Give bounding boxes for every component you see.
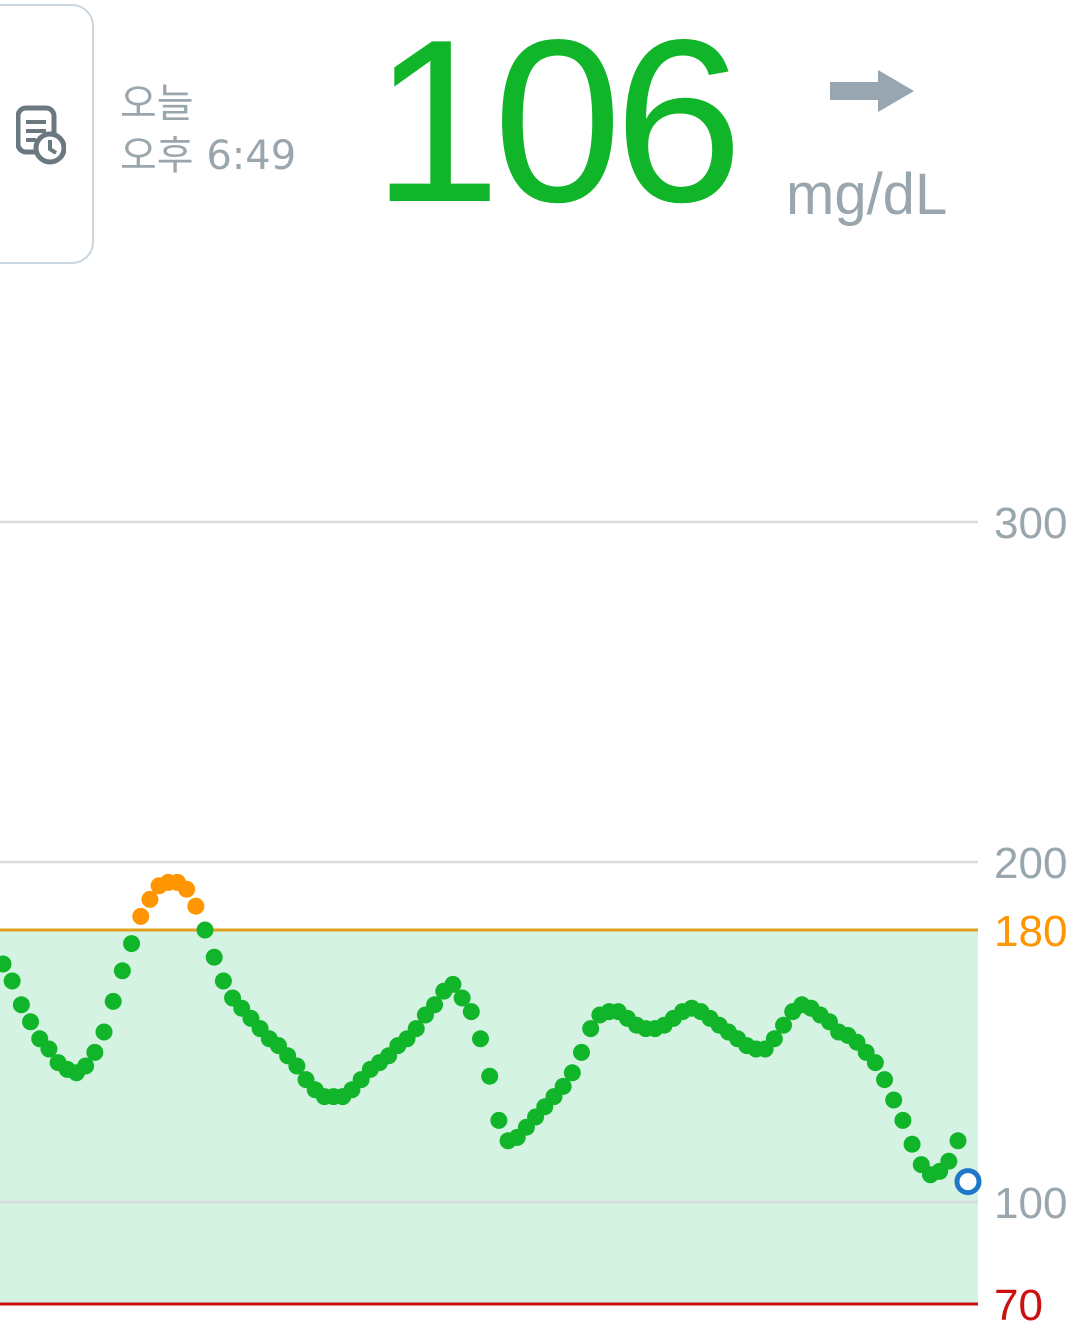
y-tick-label-180: 180: [994, 907, 1067, 956]
glucose-point: [481, 1067, 499, 1085]
glucose-point: [123, 935, 141, 953]
glucose-point: [903, 1135, 921, 1153]
reading-timestamp: 오늘 오후 6:49: [120, 78, 296, 182]
glucose-point: [288, 1057, 306, 1075]
glucose-point: [40, 1040, 58, 1058]
glucose-point: [141, 890, 159, 908]
time-label: 오후 6:49: [120, 133, 297, 179]
glucose-unit: mg/dL: [786, 162, 948, 227]
glucose-point: [95, 1023, 113, 1041]
glucose-point: [765, 1030, 783, 1048]
glucose-point: [214, 972, 232, 990]
glucose-point: [132, 907, 150, 925]
glucose-point: [22, 1013, 40, 1031]
glucose-point: [3, 972, 21, 990]
y-tick-label-300: 300: [994, 499, 1067, 548]
day-label: 오늘: [120, 81, 194, 127]
y-tick-label-70: 70: [994, 1281, 1043, 1330]
glucose-point: [563, 1064, 581, 1082]
glucose-point: [876, 1071, 894, 1089]
glucose-point: [104, 992, 122, 1010]
glucose-point: [949, 1132, 967, 1150]
glucose-point: [77, 1057, 95, 1075]
glucose-point: [775, 1016, 793, 1034]
glucose-point: [885, 1091, 903, 1109]
glucose-point: [462, 1003, 480, 1021]
glucose-point: [426, 996, 444, 1014]
glucose-point: [12, 996, 30, 1014]
arrow-right-icon: [830, 70, 914, 112]
glucose-point: [453, 989, 471, 1007]
history-button[interactable]: [0, 4, 94, 264]
glucose-point: [940, 1152, 958, 1170]
glucose-point: [554, 1077, 572, 1095]
y-tick-label-100: 100: [994, 1179, 1067, 1228]
glucose-point: [113, 962, 131, 980]
glucose-point: [444, 975, 462, 993]
glucose-point: [866, 1054, 884, 1072]
target-range-band: [0, 930, 978, 1304]
glucose-point: [490, 1111, 508, 1129]
glucose-point: [573, 1043, 591, 1061]
y-tick-label-200: 200: [994, 839, 1067, 888]
glucose-point: [178, 880, 196, 898]
logbook-clock-icon: [16, 105, 66, 165]
glucose-point: [0, 955, 12, 973]
glucose-point: [196, 921, 214, 939]
glucose-point: [86, 1043, 104, 1061]
current-reading-point: [954, 1168, 982, 1196]
glucose-point: [472, 1030, 489, 1048]
glucose-point: [582, 1020, 600, 1038]
glucose-point: [187, 897, 205, 915]
glucose-point: [205, 948, 223, 966]
glucose-point: [894, 1111, 912, 1129]
glucose-reading: 106: [372, 0, 743, 251]
glucose-point: [407, 1020, 425, 1038]
